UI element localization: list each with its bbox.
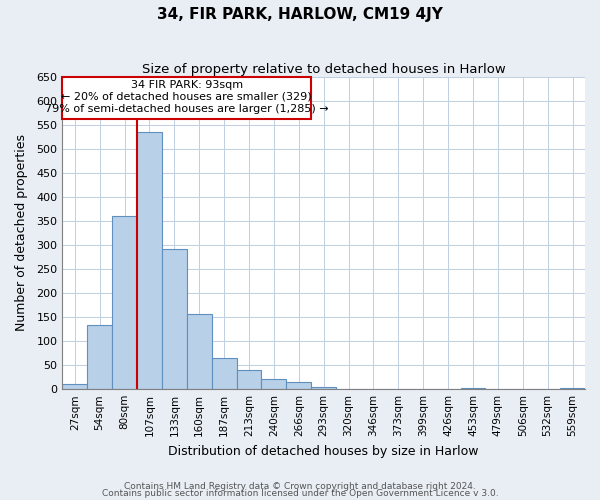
Bar [62, 384, 87, 389]
Text: Contains public sector information licensed under the Open Government Licence v : Contains public sector information licen… [101, 490, 499, 498]
Bar [236, 370, 262, 389]
Text: 79% of semi-detached houses are larger (1,285) →: 79% of semi-detached houses are larger (… [45, 104, 329, 114]
Bar [286, 382, 311, 389]
Text: 34 FIR PARK: 93sqm: 34 FIR PARK: 93sqm [131, 80, 243, 90]
Bar [560, 388, 585, 389]
Bar [212, 358, 236, 389]
Bar [262, 378, 286, 389]
Text: ← 20% of detached houses are smaller (329): ← 20% of detached houses are smaller (32… [61, 92, 312, 102]
X-axis label: Distribution of detached houses by size in Harlow: Distribution of detached houses by size … [169, 444, 479, 458]
Bar [112, 216, 137, 389]
Bar [137, 132, 162, 389]
Text: Contains HM Land Registry data © Crown copyright and database right 2024.: Contains HM Land Registry data © Crown c… [124, 482, 476, 491]
Bar [87, 325, 112, 389]
Bar [187, 314, 212, 389]
Bar [461, 388, 485, 389]
Text: 34, FIR PARK, HARLOW, CM19 4JY: 34, FIR PARK, HARLOW, CM19 4JY [157, 8, 443, 22]
Bar [162, 250, 187, 389]
Y-axis label: Number of detached properties: Number of detached properties [15, 134, 28, 332]
FancyBboxPatch shape [62, 76, 311, 119]
Bar [311, 387, 336, 389]
Title: Size of property relative to detached houses in Harlow: Size of property relative to detached ho… [142, 62, 506, 76]
